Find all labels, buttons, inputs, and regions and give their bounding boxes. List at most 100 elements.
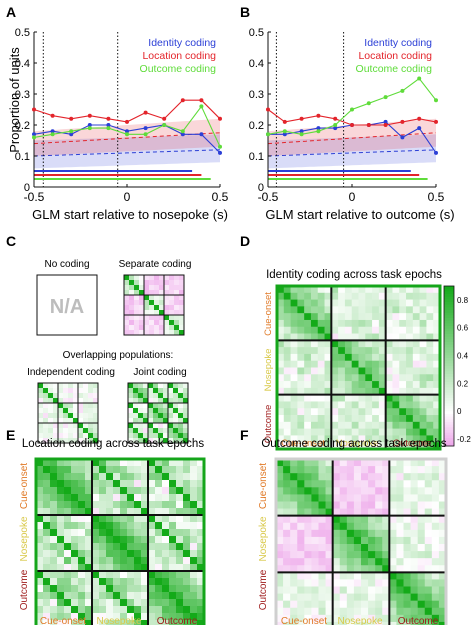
- heatmap-cell: [169, 290, 175, 296]
- heatmap-cell: [433, 299, 441, 307]
- heatmap-cell: [332, 501, 341, 509]
- heatmap-cell: [344, 347, 353, 355]
- heatmap-cell: [176, 508, 184, 516]
- data-point: [180, 132, 185, 137]
- heatmap-cell: [53, 413, 59, 419]
- heatmap-cell: [120, 536, 128, 544]
- heatmap-cell: [419, 286, 427, 294]
- data-point: [180, 129, 185, 134]
- x-axis-label-b: GLM start relative to outcome (s): [265, 207, 454, 222]
- heatmap-cell: [324, 319, 332, 328]
- heatmap-cell: [148, 408, 154, 414]
- heatmap-cell: [78, 413, 84, 419]
- heatmap-cell: [64, 459, 72, 467]
- heatmap-cell: [310, 394, 319, 402]
- heatmap-cell: [339, 501, 348, 509]
- heatmap-cell: [43, 529, 51, 537]
- heatmap-cell: [332, 572, 341, 580]
- heatmap-cell: [290, 536, 298, 545]
- heatmap-cell: [396, 508, 404, 516]
- data-point: [434, 98, 438, 103]
- heatmap-cell: [399, 374, 407, 382]
- heatmap-cell: [197, 459, 205, 467]
- heatmap-cell: [71, 578, 79, 586]
- heatmap-cell: [304, 374, 312, 382]
- heatmap-cell: [78, 459, 86, 467]
- heatmap-cell: [158, 418, 164, 424]
- heatmap-cell: [141, 578, 149, 586]
- heatmap-cell: [406, 442, 414, 450]
- heatmap-cell: [297, 292, 305, 300]
- heatmap-cell: [128, 418, 134, 424]
- heatmap-cell: [164, 315, 170, 321]
- heatmap-cell: [106, 487, 114, 495]
- heatmap-cell: [353, 522, 362, 531]
- epoch-label-nose-col: Nosepoke: [96, 616, 141, 625]
- heatmap-cell: [417, 529, 426, 538]
- colorbar-segment: [444, 320, 454, 324]
- heatmap-cell: [344, 286, 353, 294]
- heatmap-cell: [276, 551, 284, 559]
- heatmap-cell: [311, 614, 319, 623]
- heatmap-cell: [173, 393, 179, 399]
- heatmap-cell: [311, 508, 319, 516]
- heatmap-cell: [419, 340, 427, 348]
- heatmap-cell: [304, 381, 312, 389]
- heatmap-cell: [344, 340, 353, 348]
- heatmap-cell: [392, 326, 400, 334]
- heatmap-cell: [338, 387, 346, 395]
- heatmap-cell: [158, 383, 164, 389]
- heatmap-cell: [138, 388, 144, 394]
- heatmap-cell: [433, 306, 441, 314]
- heatmap-cell: [128, 388, 134, 394]
- heatmap-cell: [372, 326, 380, 334]
- heatmap-cell: [43, 408, 49, 414]
- heatmap-cell: [120, 501, 128, 509]
- heatmap-cell: [64, 543, 72, 551]
- heatmap-cell: [183, 413, 189, 419]
- heatmap-cell: [361, 522, 369, 531]
- heatmap-cell: [113, 599, 121, 607]
- heatmap-cell: [85, 522, 93, 530]
- heatmap-cell: [358, 292, 366, 300]
- heatmap-cell: [155, 543, 163, 551]
- heatmap-cell: [351, 374, 359, 382]
- colorbar-segment: [444, 347, 454, 351]
- heatmap-cell: [197, 606, 205, 614]
- heatmap-cell: [375, 586, 383, 594]
- heatmap-cell: [148, 620, 156, 628]
- heatmap-cell: [426, 360, 434, 368]
- heatmap-cell: [297, 347, 305, 355]
- heatmap-cell: [304, 292, 312, 300]
- heatmap-cell: [139, 295, 145, 301]
- heatmap-cell: [85, 564, 93, 572]
- heatmap-cell: [144, 300, 150, 306]
- epoch-label-cue-col: Cue-onset: [281, 438, 325, 449]
- colorbar-segment: [444, 430, 454, 434]
- heatmap-cell: [304, 487, 312, 495]
- heatmap-cell: [134, 494, 142, 502]
- heatmap-cell: [43, 550, 51, 558]
- data-point: [125, 132, 129, 137]
- heatmap-cell: [412, 374, 420, 382]
- heatmap-cell: [389, 544, 397, 552]
- heatmap-cell: [183, 433, 189, 439]
- heatmap-cell: [297, 415, 305, 423]
- heatmap-cell: [141, 550, 149, 558]
- heatmap-cell: [133, 413, 139, 419]
- heatmap-cell: [92, 585, 100, 593]
- heatmap-cell: [73, 408, 79, 414]
- heatmap-cell: [50, 585, 58, 593]
- heatmap-cell: [85, 494, 93, 502]
- heatmap-cell: [338, 313, 346, 321]
- heatmap-cell: [346, 558, 355, 566]
- heatmap-cell: [375, 515, 383, 524]
- heatmap-cell: [344, 415, 353, 423]
- heatmap-cell: [399, 319, 407, 328]
- y-tick-label: 0: [24, 182, 30, 194]
- colorbar-segment: [444, 374, 454, 378]
- heatmap-cell: [106, 620, 114, 628]
- heatmap-cell: [318, 579, 326, 587]
- heatmap-cell: [325, 536, 333, 545]
- heatmap-cell: [276, 607, 284, 616]
